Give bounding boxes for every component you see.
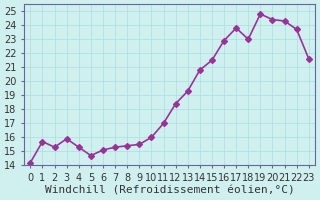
X-axis label: Windchill (Refroidissement éolien,°C): Windchill (Refroidissement éolien,°C) [45, 186, 294, 196]
